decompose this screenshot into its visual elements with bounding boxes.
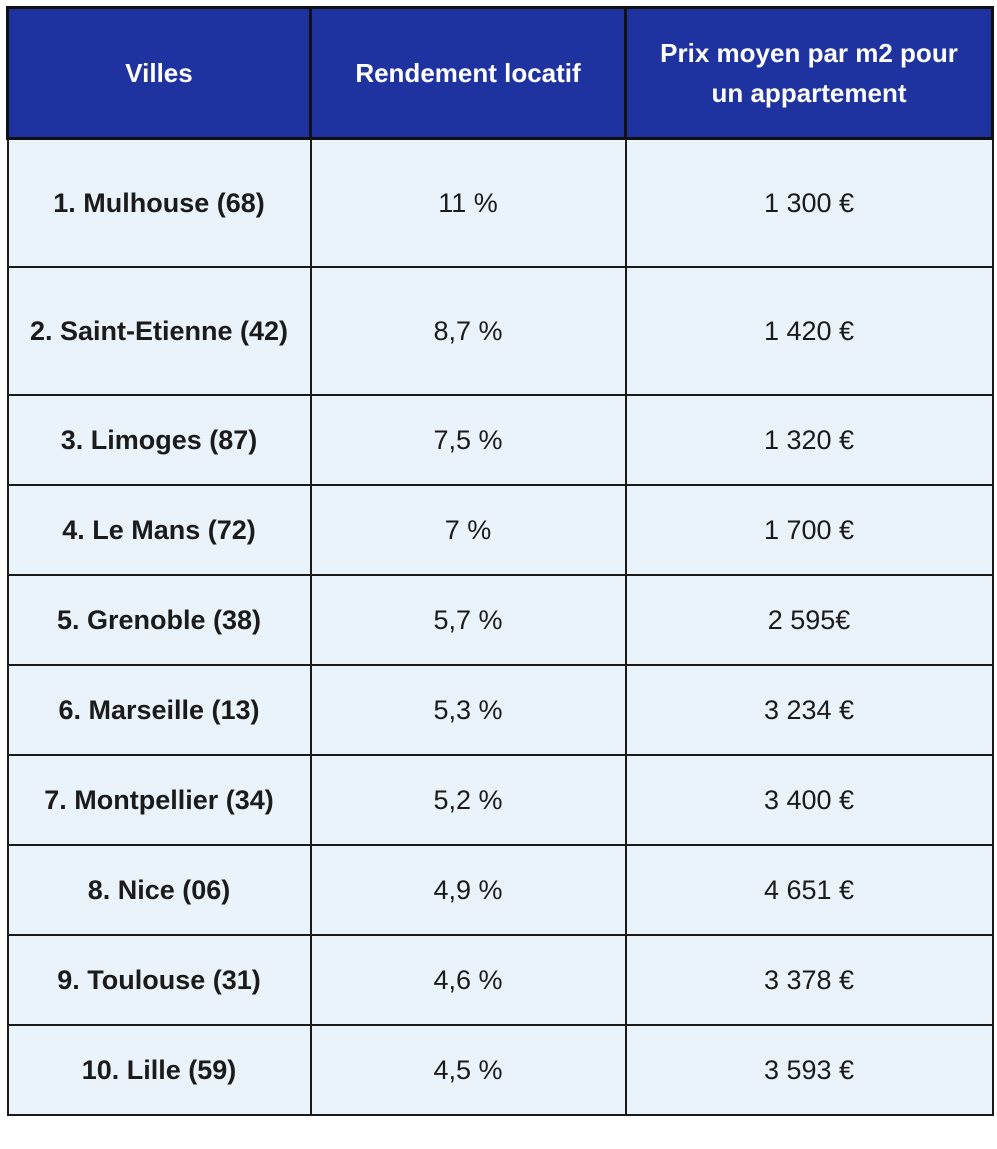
yield-cell: 11 % bbox=[309, 137, 627, 268]
city-cell: 5. Grenoble (38) bbox=[6, 574, 312, 666]
table-header-row: Villes Rendement locatif Prix moyen par … bbox=[6, 6, 994, 140]
table-row: 5. Grenoble (38) 5,7 % 2 595€ bbox=[6, 574, 994, 666]
price-cell: 1 300 € bbox=[624, 137, 994, 268]
price-cell: 3 593 € bbox=[624, 1024, 994, 1116]
price-cell: 3 378 € bbox=[624, 934, 994, 1026]
yield-cell: 5,3 % bbox=[309, 664, 627, 756]
yield-cell: 4,6 % bbox=[309, 934, 627, 1026]
table-row: 1. Mulhouse (68) 11 % 1 300 € bbox=[6, 137, 994, 268]
city-cell: 2. Saint-Etienne (42) bbox=[6, 266, 312, 396]
header-rendement-locatif: Rendement locatif bbox=[309, 6, 627, 140]
rental-yield-table: Villes Rendement locatif Prix moyen par … bbox=[6, 6, 994, 1116]
city-cell: 8. Nice (06) bbox=[6, 844, 312, 936]
price-cell: 3 234 € bbox=[624, 664, 994, 756]
price-cell: 2 595€ bbox=[624, 574, 994, 666]
city-cell: 10. Lille (59) bbox=[6, 1024, 312, 1116]
yield-cell: 7 % bbox=[309, 484, 627, 576]
table-row: 3. Limoges (87) 7,5 % 1 320 € bbox=[6, 394, 994, 486]
city-cell: 1. Mulhouse (68) bbox=[6, 137, 312, 268]
price-cell: 4 651 € bbox=[624, 844, 994, 936]
city-cell: 9. Toulouse (31) bbox=[6, 934, 312, 1026]
header-prix-moyen: Prix moyen par m2 pour un appartement bbox=[624, 6, 994, 140]
city-cell: 3. Limoges (87) bbox=[6, 394, 312, 486]
rental-yield-table-container: Villes Rendement locatif Prix moyen par … bbox=[6, 6, 994, 1116]
table-row: 2. Saint-Etienne (42) 8,7 % 1 420 € bbox=[6, 266, 994, 396]
price-cell: 3 400 € bbox=[624, 754, 994, 846]
yield-cell: 7,5 % bbox=[309, 394, 627, 486]
table-row: 7. Montpellier (34) 5,2 % 3 400 € bbox=[6, 754, 994, 846]
yield-cell: 8,7 % bbox=[309, 266, 627, 396]
table-row: 10. Lille (59) 4,5 % 3 593 € bbox=[6, 1024, 994, 1116]
price-cell: 1 420 € bbox=[624, 266, 994, 396]
yield-cell: 4,9 % bbox=[309, 844, 627, 936]
yield-cell: 5,7 % bbox=[309, 574, 627, 666]
table-row: 6. Marseille (13) 5,3 % 3 234 € bbox=[6, 664, 994, 756]
header-villes: Villes bbox=[6, 6, 312, 140]
yield-cell: 5,2 % bbox=[309, 754, 627, 846]
price-cell: 1 320 € bbox=[624, 394, 994, 486]
city-cell: 6. Marseille (13) bbox=[6, 664, 312, 756]
price-cell: 1 700 € bbox=[624, 484, 994, 576]
table-row: 9. Toulouse (31) 4,6 % 3 378 € bbox=[6, 934, 994, 1026]
city-cell: 7. Montpellier (34) bbox=[6, 754, 312, 846]
yield-cell: 4,5 % bbox=[309, 1024, 627, 1116]
table-row: 4. Le Mans (72) 7 % 1 700 € bbox=[6, 484, 994, 576]
table-row: 8. Nice (06) 4,9 % 4 651 € bbox=[6, 844, 994, 936]
city-cell: 4. Le Mans (72) bbox=[6, 484, 312, 576]
